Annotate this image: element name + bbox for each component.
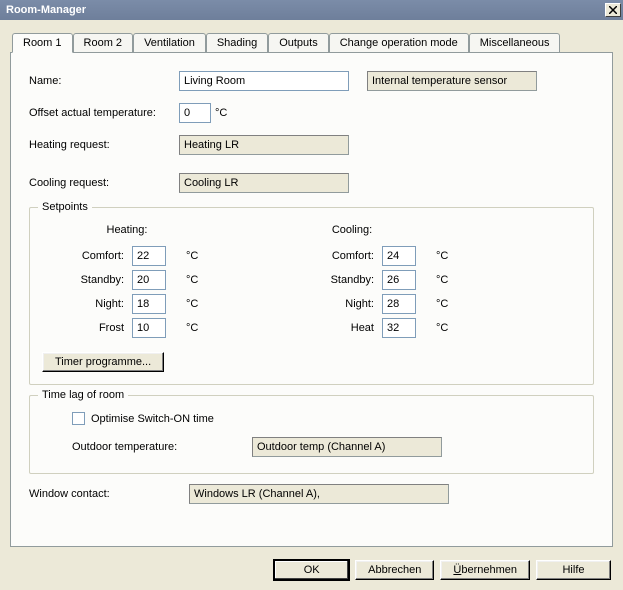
tab-panel: Name: Internal temperature sensor Offset…	[10, 52, 613, 547]
ok-button[interactable]: OK	[274, 560, 349, 580]
tab-outputs[interactable]: Outputs	[268, 33, 329, 53]
tab-label: Miscellaneous	[480, 37, 550, 49]
dialog-body: Room 1 Room 2 Ventilation Shading Output…	[0, 20, 623, 590]
c-night-label: Night:	[292, 298, 382, 310]
close-button[interactable]	[605, 3, 621, 17]
optimise-label: Optimise Switch-ON time	[91, 413, 214, 425]
timelag-group: Time lag of room Optimise Switch-ON time…	[29, 395, 594, 474]
c-standby-input[interactable]	[382, 270, 416, 290]
help-button[interactable]: Hilfe	[536, 560, 611, 580]
offset-input[interactable]	[179, 103, 211, 123]
timelag-legend: Time lag of room	[38, 389, 128, 401]
h-comfort-label: Comfort:	[42, 250, 132, 262]
cooling-req-display: Cooling LR	[179, 173, 349, 193]
h-frost-input[interactable]	[132, 318, 166, 338]
tab-strip: Room 1 Room 2 Ventilation Shading Output…	[12, 32, 613, 52]
setpoints-group: Setpoints Heating: Cooling: Comfort: °C …	[29, 207, 594, 385]
apply-label-rest: bernehmen	[461, 564, 517, 576]
unit-label: °C	[186, 274, 212, 286]
cancel-label: Abbrechen	[368, 564, 421, 576]
cooling-req-label: Cooling request:	[29, 177, 179, 189]
c-standby-label: Standby:	[292, 274, 382, 286]
window-contact-display: Windows LR (Channel A),	[189, 484, 449, 504]
c-heat-label: Heat	[292, 322, 382, 334]
c-comfort-input[interactable]	[382, 246, 416, 266]
tab-change-mode[interactable]: Change operation mode	[329, 33, 469, 53]
tab-misc[interactable]: Miscellaneous	[469, 33, 561, 53]
close-icon	[609, 6, 617, 14]
tab-label: Outputs	[279, 37, 318, 49]
name-label: Name:	[29, 75, 179, 87]
offset-label: Offset actual temperature:	[29, 107, 179, 119]
help-label: Hilfe	[562, 564, 584, 576]
window-contact-label: Window contact:	[29, 488, 189, 500]
tab-label: Shading	[217, 37, 257, 49]
setpoints-legend: Setpoints	[38, 201, 92, 213]
dialog-button-bar: OK Abbrechen Übernehmen Hilfe	[274, 560, 611, 580]
window-title: Room-Manager	[6, 4, 86, 16]
optimise-checkbox[interactable]	[72, 412, 85, 425]
outdoor-display: Outdoor temp (Channel A)	[252, 437, 442, 457]
tab-room1[interactable]: Room 1	[12, 33, 73, 53]
unit-label: °C	[186, 322, 212, 334]
unit-label: °C	[436, 250, 462, 262]
h-standby-input[interactable]	[132, 270, 166, 290]
h-comfort-input[interactable]	[132, 246, 166, 266]
outdoor-label: Outdoor temperature:	[72, 441, 252, 453]
tab-label: Room 2	[84, 37, 123, 49]
h-standby-label: Standby:	[42, 274, 132, 286]
ok-label: OK	[304, 564, 320, 576]
temp-sensor-display: Internal temperature sensor	[367, 71, 537, 91]
name-input[interactable]	[179, 71, 349, 91]
unit-label: °C	[436, 274, 462, 286]
h-frost-label: Frost	[42, 322, 132, 334]
unit-label: °C	[436, 298, 462, 310]
h-night-input[interactable]	[132, 294, 166, 314]
heating-req-display: Heating LR	[179, 135, 349, 155]
c-night-input[interactable]	[382, 294, 416, 314]
unit-label: °C	[186, 250, 212, 262]
heating-header: Heating:	[42, 224, 212, 236]
tab-label: Change operation mode	[340, 37, 458, 49]
tab-label: Room 1	[23, 37, 62, 49]
h-night-label: Night:	[42, 298, 132, 310]
unit-label: °C	[186, 298, 212, 310]
timer-programme-button[interactable]: Timer programme...	[42, 352, 164, 372]
tab-shading[interactable]: Shading	[206, 33, 268, 53]
tab-ventilation[interactable]: Ventilation	[133, 33, 206, 53]
unit-label: °C	[436, 322, 462, 334]
apply-button[interactable]: Übernehmen	[440, 560, 530, 580]
offset-unit: °C	[215, 107, 227, 119]
tab-label: Ventilation	[144, 37, 195, 49]
cancel-button[interactable]: Abbrechen	[355, 560, 434, 580]
c-comfort-label: Comfort:	[292, 250, 382, 262]
tab-room2[interactable]: Room 2	[73, 33, 134, 53]
c-heat-input[interactable]	[382, 318, 416, 338]
timer-btn-label: Timer programme...	[55, 356, 151, 368]
heating-req-label: Heating request:	[29, 139, 179, 151]
cooling-header: Cooling:	[252, 224, 452, 236]
title-bar: Room-Manager	[0, 0, 623, 20]
